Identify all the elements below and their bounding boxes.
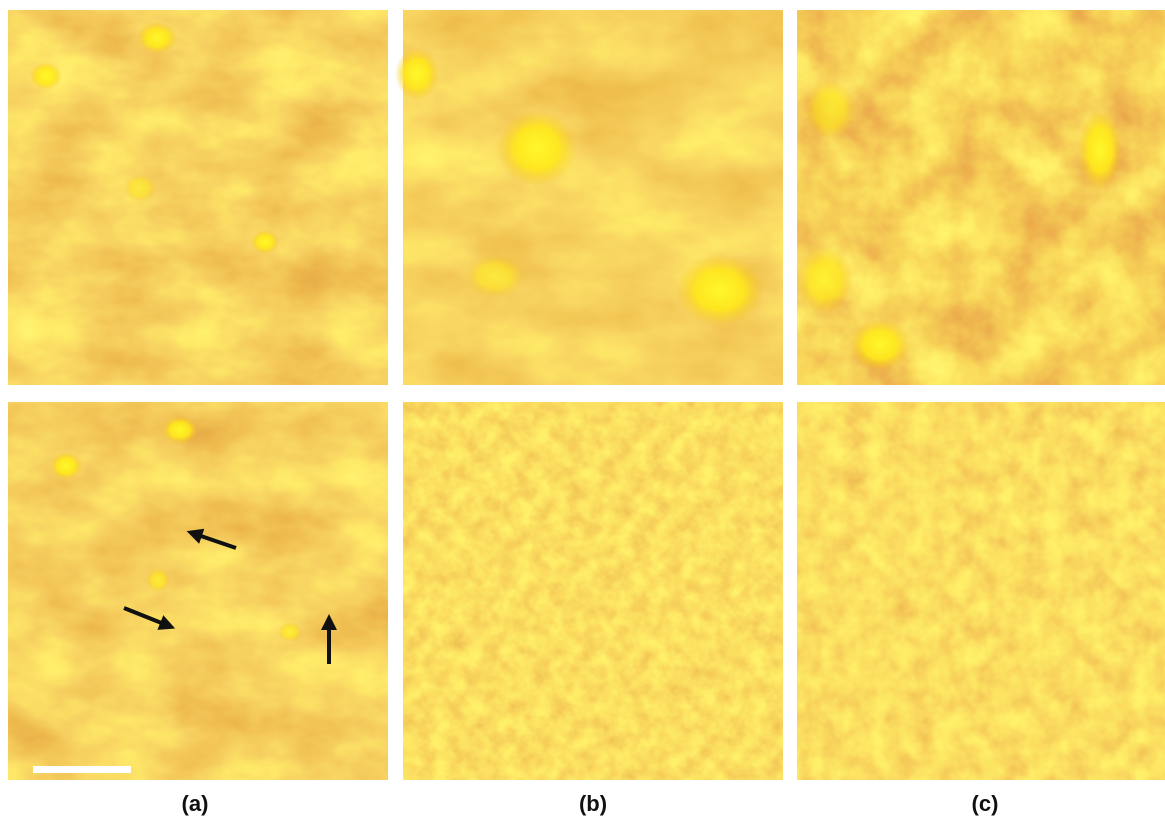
micrograph-c-top xyxy=(797,10,1165,385)
panel-label: (a) xyxy=(182,791,209,816)
panel-label: (c) xyxy=(972,791,999,816)
micrograph-a-top xyxy=(8,10,388,385)
bright-spots xyxy=(50,416,302,642)
bright-spots xyxy=(395,48,764,326)
bright-spots xyxy=(30,22,279,254)
bright-spots xyxy=(797,80,1122,371)
micrograph-b-bottom xyxy=(403,402,783,780)
scale-bar xyxy=(33,766,131,773)
micrograph-b-top xyxy=(403,10,783,385)
arrows xyxy=(123,528,337,664)
panel-label: (b) xyxy=(579,791,607,816)
micrograph-c-bottom xyxy=(797,402,1165,780)
